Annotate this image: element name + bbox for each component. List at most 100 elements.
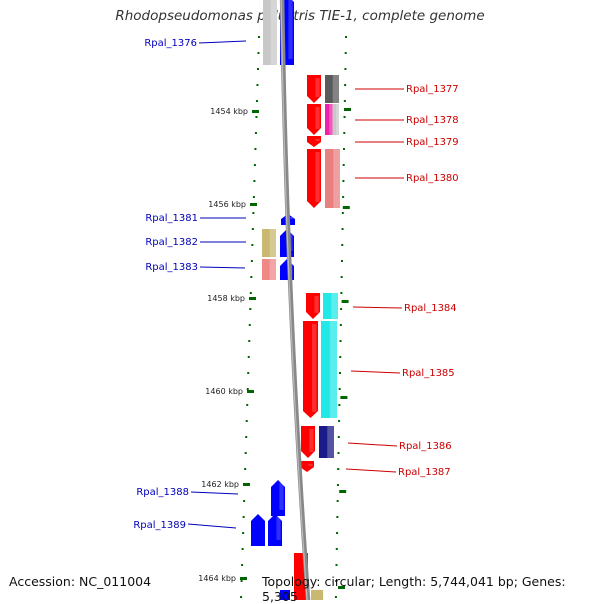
gene-track xyxy=(251,0,340,600)
guide-dot xyxy=(249,292,252,294)
guide-dot xyxy=(341,212,344,214)
cog-highlight xyxy=(336,104,339,135)
guide-dot xyxy=(337,436,340,438)
guide-dot xyxy=(338,372,341,374)
guide-dot xyxy=(248,340,251,342)
gene-label-rpal-1377: Rpal_1377 xyxy=(406,84,459,95)
guide-dot xyxy=(253,180,256,182)
gene-label-rpal-1381: Rpal_1381 xyxy=(145,213,198,224)
guide-dot xyxy=(242,532,245,534)
guide-dot xyxy=(247,356,250,358)
guide-dot xyxy=(251,244,254,246)
guide-dot xyxy=(342,180,345,182)
tick-mark xyxy=(243,483,250,486)
guide-dot xyxy=(244,452,247,454)
guide-dot xyxy=(335,564,338,566)
cog-highlight xyxy=(332,75,339,103)
guide-dot xyxy=(253,164,256,166)
gene-rpal-1380 xyxy=(307,149,340,208)
guide-dot xyxy=(342,196,345,198)
cog-highlight xyxy=(327,426,334,458)
gene-rpal-1378 xyxy=(307,104,339,135)
guide-dot xyxy=(343,100,346,102)
guide-dot xyxy=(343,116,346,118)
guide-dot xyxy=(342,148,345,150)
gene-arrow xyxy=(306,293,320,319)
gene-rpal-1386 xyxy=(301,426,334,458)
guide-dot xyxy=(344,68,347,70)
label-leader xyxy=(350,370,401,374)
gene-arrow xyxy=(271,480,285,516)
gene-arrow xyxy=(251,514,265,546)
gene-highlight xyxy=(315,78,320,97)
tick-mark xyxy=(240,577,247,580)
cog-block xyxy=(262,259,276,280)
gene-label-rpal-1382: Rpal_1382 xyxy=(145,237,198,248)
tick-label: 1460 kbp xyxy=(205,387,243,396)
guide-dot xyxy=(334,596,337,598)
tick-mark xyxy=(252,110,259,113)
gene-rpal-1379 xyxy=(307,136,321,147)
gene-arrow xyxy=(300,461,314,472)
gene-arrow xyxy=(307,104,321,135)
guide-dot xyxy=(246,404,249,406)
guide-dot xyxy=(254,132,257,134)
guide-dot xyxy=(257,52,260,54)
gene-label-rpal-1385: Rpal_1385 xyxy=(402,368,455,379)
cog-block xyxy=(321,321,337,418)
gene-rpal-1376 xyxy=(263,0,294,65)
guide-dot xyxy=(339,356,342,358)
guide-dot xyxy=(344,52,347,54)
gene-label-rpal-1389: Rpal_1389 xyxy=(133,520,186,531)
cog-block xyxy=(311,590,323,600)
tick-mark xyxy=(338,586,345,589)
guide-dot xyxy=(339,324,342,326)
gene-highlight xyxy=(314,296,319,313)
cog-highlight xyxy=(333,149,340,208)
guide-dot xyxy=(256,68,259,70)
guide-dot xyxy=(341,244,344,246)
cog-highlight xyxy=(269,229,276,257)
label-leader xyxy=(190,491,239,495)
guide-dot xyxy=(336,516,339,518)
cog-highlight xyxy=(331,293,338,319)
guide-dot xyxy=(338,388,341,390)
guide-dot xyxy=(340,276,343,278)
tick-mark xyxy=(342,206,350,209)
label-leader xyxy=(345,468,397,473)
gene-label-rpal-1384: Rpal_1384 xyxy=(404,303,457,314)
label-leader xyxy=(198,40,247,44)
gene-arrow xyxy=(268,514,282,546)
guide-dot xyxy=(341,228,344,230)
gene-highlight xyxy=(315,107,320,129)
guide-dot xyxy=(249,308,252,310)
label-leader xyxy=(187,523,237,529)
tick-mark xyxy=(344,108,351,111)
genome-backbone xyxy=(279,0,311,600)
gene-label-rpal-1378: Rpal_1378 xyxy=(406,115,459,126)
guide-dot xyxy=(250,276,253,278)
gene-highlight xyxy=(309,429,314,452)
guide-dot xyxy=(256,84,259,86)
gene-rpal-1387 xyxy=(300,461,314,472)
cog-highlight xyxy=(329,104,333,135)
guide-dot xyxy=(345,36,347,38)
gene-label-rpal-1376: Rpal_1376 xyxy=(144,38,197,49)
tick-mark xyxy=(249,297,256,300)
gene-highlight xyxy=(289,217,294,219)
guide-dot xyxy=(240,580,243,582)
guide-dot xyxy=(255,100,258,102)
gene-arrow xyxy=(301,426,315,458)
gene-arrow xyxy=(303,321,318,418)
tick-mark xyxy=(340,396,348,399)
guide-dot xyxy=(337,468,340,470)
guide-dot xyxy=(335,580,338,582)
guide-dot xyxy=(252,196,255,198)
guide-dot xyxy=(344,84,347,86)
map-title: Rhodopseudomonas palustris TIE-1, comple… xyxy=(115,8,485,24)
guide-dot xyxy=(241,548,244,550)
guide-dot xyxy=(340,260,343,262)
guide-dot xyxy=(338,404,341,406)
gene-label-rpal-1387: Rpal_1387 xyxy=(398,467,451,478)
